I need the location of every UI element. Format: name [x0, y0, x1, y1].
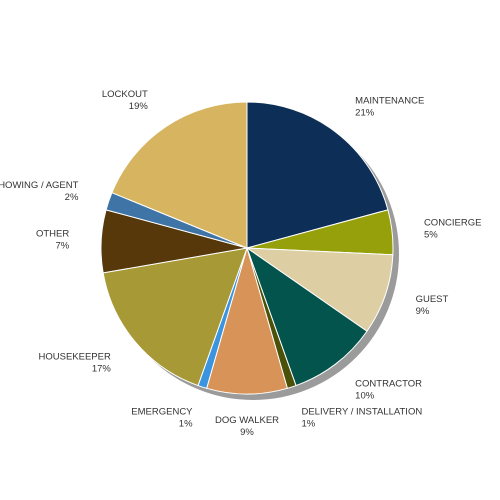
pie-slice-lockout — [111, 101, 248, 249]
slice-category-label: SHOWING / AGENT — [0, 180, 79, 191]
slice-category-label: DELIVERY / INSTALLATION — [301, 406, 422, 417]
slice-category-label: CONTRACTOR — [355, 378, 422, 389]
slice-percent-label: 9% — [240, 427, 254, 438]
pie-slice-contractor — [246, 246, 368, 387]
slice-percent-label: 5% — [424, 230, 438, 241]
pie-slice-maintenance — [246, 101, 389, 249]
pie-slice-dog-walker — [206, 246, 288, 395]
slice-percent-label: 1% — [301, 418, 315, 429]
slice-percent-label: 1% — [179, 418, 193, 429]
slice-category-label: HOUSEKEEPER — [39, 352, 111, 363]
pie-slice-housekeeper — [102, 247, 248, 387]
slice-percent-label: 19% — [129, 101, 149, 112]
slice-category-label: EMERGENCY — [131, 406, 193, 417]
slice-category-label: GUEST — [416, 294, 449, 305]
slice-category-label: DOG WALKER — [215, 415, 279, 426]
slice-percent-label: 21% — [355, 108, 375, 119]
pie-slice-guest — [245, 247, 394, 332]
slice-percent-label: 9% — [416, 306, 430, 317]
slice-category-label: MAINTENANCE — [355, 96, 424, 107]
slice-category-label: CONCIERGE — [424, 218, 482, 229]
slice-percent-label: 10% — [355, 390, 375, 401]
pie-slices — [100, 101, 394, 395]
slice-percent-label: 17% — [92, 364, 112, 375]
slice-percent-label: 7% — [55, 241, 69, 252]
slice-category-label: LOCKOUT — [102, 89, 148, 100]
pie-labels: MAINTENANCE21%CONCIERGE5%GUEST9%CONTRACT… — [0, 89, 481, 438]
slice-percent-label: 2% — [65, 192, 79, 203]
slice-category-label: OTHER — [36, 229, 69, 240]
